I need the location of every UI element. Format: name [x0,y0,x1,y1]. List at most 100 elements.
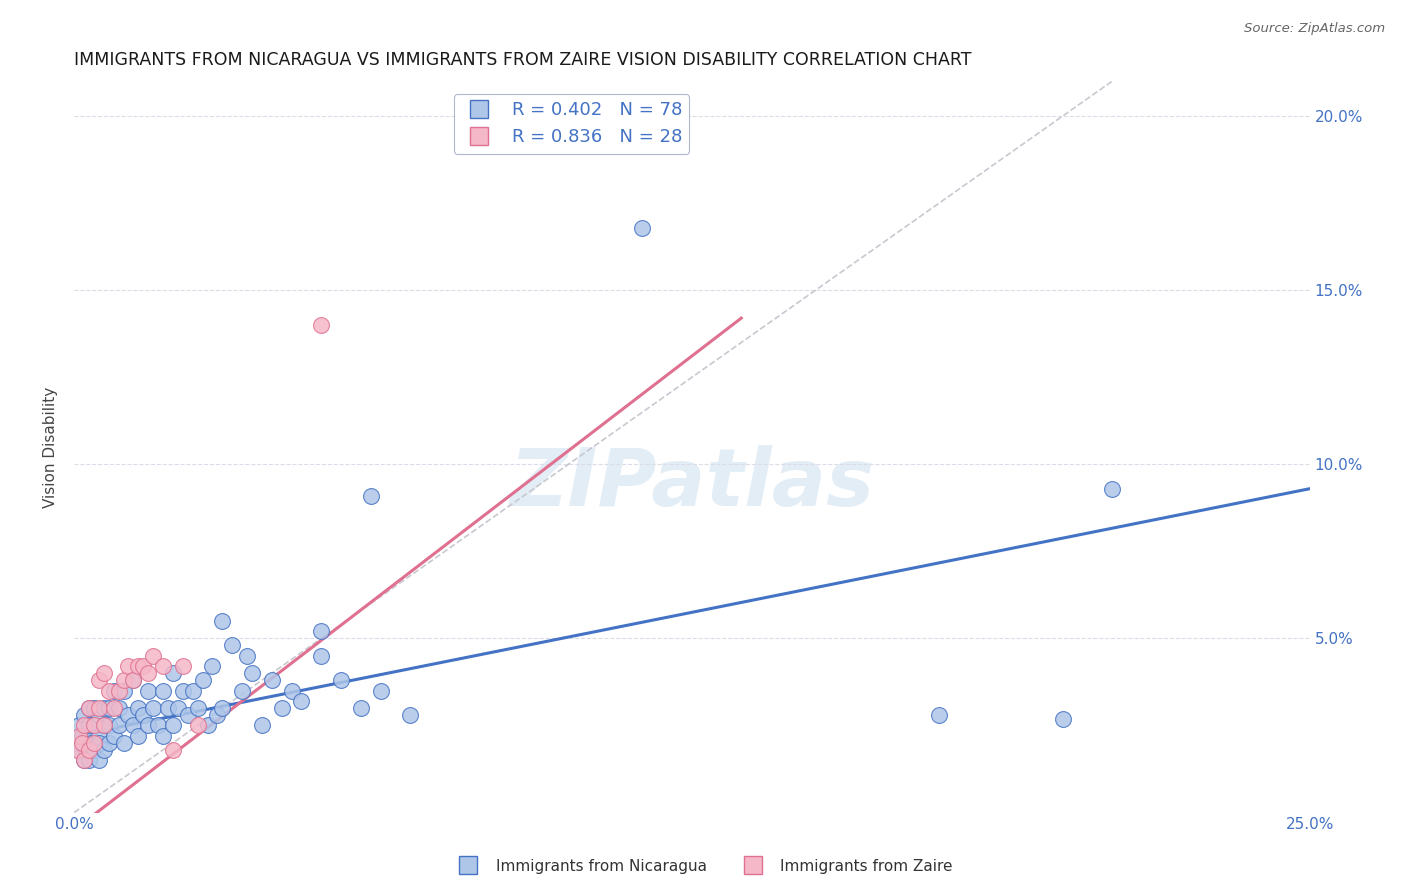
Point [181,683,204,698]
Point [156,701,179,715]
Point [107,683,129,698]
Point [87,753,110,767]
Point [73,753,96,767]
Point [309,318,332,332]
Point [142,648,165,663]
Point [280,683,302,698]
Point [67,718,90,732]
Point [152,729,174,743]
Point [77,701,100,715]
Point [122,673,145,688]
Point [112,683,135,698]
Point [87,736,110,750]
Point [77,753,100,767]
Point [1052,712,1074,726]
Point [112,736,135,750]
Point [1101,482,1123,496]
Point [65,736,87,750]
Point [240,666,263,681]
Point [309,648,332,663]
Point [250,718,273,732]
Point [928,708,950,723]
Point [127,701,149,715]
Point [103,683,125,698]
Point [172,683,194,698]
Point [370,683,392,698]
Text: Source: ZipAtlas.com: Source: ZipAtlas.com [1244,22,1385,36]
Point [83,743,105,757]
Point [97,683,120,698]
Point [70,729,93,743]
Point [187,701,209,715]
Point [107,701,129,715]
Point [152,683,174,698]
Point [93,743,115,757]
Point [73,718,96,732]
Point [136,666,159,681]
Point [360,489,382,503]
Text: IMMIGRANTS FROM NICARAGUA VS IMMIGRANTS FROM ZAIRE VISION DISABILITY CORRELATION: IMMIGRANTS FROM NICARAGUA VS IMMIGRANTS … [75,51,972,69]
Point [73,708,96,723]
Point [77,718,100,732]
Point [93,701,115,715]
Point [117,659,139,673]
Point [127,659,149,673]
Point [107,718,129,732]
Point [93,718,115,732]
Point [77,729,100,743]
Point [83,736,105,750]
Point [260,673,283,688]
Point [93,666,115,681]
Text: ZIPatlas: ZIPatlas [509,444,875,523]
Point [167,701,190,715]
Point [207,708,229,723]
Point [87,708,110,723]
Point [83,701,105,715]
Point [236,648,259,663]
Point [146,718,169,732]
Point [152,659,174,673]
Point [162,743,184,757]
Point [67,743,90,757]
Point [191,673,214,688]
Point [73,753,96,767]
Y-axis label: Vision Disability: Vision Disability [44,386,58,508]
Point [201,659,224,673]
Point [231,683,253,698]
Point [77,701,100,715]
Point [132,708,155,723]
Point [87,729,110,743]
Point [103,729,125,743]
Point [631,220,654,235]
Point [73,736,96,750]
Point [97,701,120,715]
Point [142,701,165,715]
Point [122,718,145,732]
Point [221,639,243,653]
Point [93,718,115,732]
Point [162,666,184,681]
Point [399,708,422,723]
Point [136,718,159,732]
Point [290,694,312,708]
Point [187,718,209,732]
Point [136,683,159,698]
Legend: Immigrants from Nicaragua, Immigrants from Zaire: Immigrants from Nicaragua, Immigrants fr… [447,853,959,880]
Point [132,659,155,673]
Point [127,729,149,743]
Point [177,708,200,723]
Point [65,743,87,757]
Point [87,673,110,688]
Point [162,718,184,732]
Point [309,624,332,639]
Point [70,736,93,750]
Point [350,701,373,715]
Point [75,743,97,757]
Point [197,718,219,732]
Point [117,708,139,723]
Point [112,673,135,688]
Point [97,736,120,750]
Legend: R = 0.402   N = 78, R = 0.836   N = 28: R = 0.402 N = 78, R = 0.836 N = 28 [454,94,689,153]
Point [83,718,105,732]
Point [67,729,90,743]
